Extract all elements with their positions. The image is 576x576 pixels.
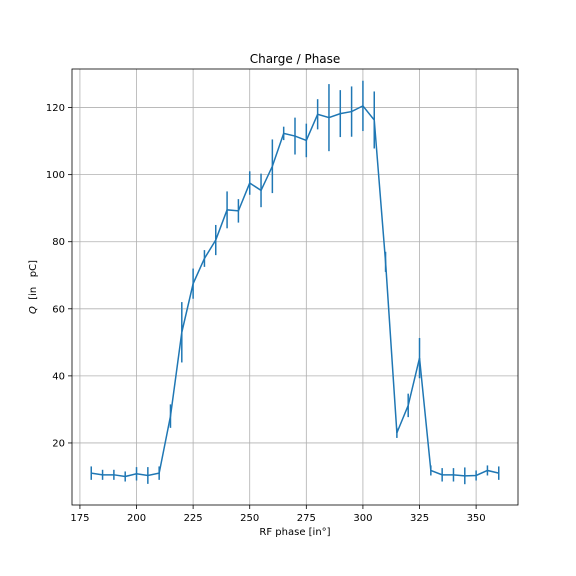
x-axis-label: RF phase [in°] xyxy=(259,527,330,538)
x-tick-label: 275 xyxy=(297,513,316,524)
y-tick-label: 60 xyxy=(52,304,65,315)
plot-area-frame xyxy=(71,68,519,506)
y-axis-label: Q [in pC] xyxy=(28,260,39,314)
y-tick-label: 40 xyxy=(52,371,65,382)
y-tick-label: 20 xyxy=(52,438,65,449)
y-tick-label: 120 xyxy=(46,103,65,114)
chart-title: Charge / Phase xyxy=(250,52,341,66)
x-tick-label: 350 xyxy=(467,513,486,524)
y-axis-label-unit: [in pC] xyxy=(28,260,39,306)
x-axis-ticks: 175 200 225 250 275 300 325 350 xyxy=(70,505,486,524)
y-tick-label: 100 xyxy=(46,170,65,181)
x-tick-label: 200 xyxy=(127,513,146,524)
grid xyxy=(72,69,518,505)
y-axis-ticks: 20 40 60 80 100 120 xyxy=(46,103,72,449)
series-line xyxy=(91,104,499,478)
x-tick-label: 300 xyxy=(353,513,372,524)
y-axis-label-symbol: Q xyxy=(28,306,39,314)
x-tick-label: 225 xyxy=(184,513,203,524)
x-tick-label: 175 xyxy=(70,513,89,524)
y-tick-label: 80 xyxy=(52,237,65,248)
x-tick-label: 250 xyxy=(240,513,259,524)
x-tick-label: 325 xyxy=(410,513,429,524)
data-series xyxy=(90,80,500,485)
